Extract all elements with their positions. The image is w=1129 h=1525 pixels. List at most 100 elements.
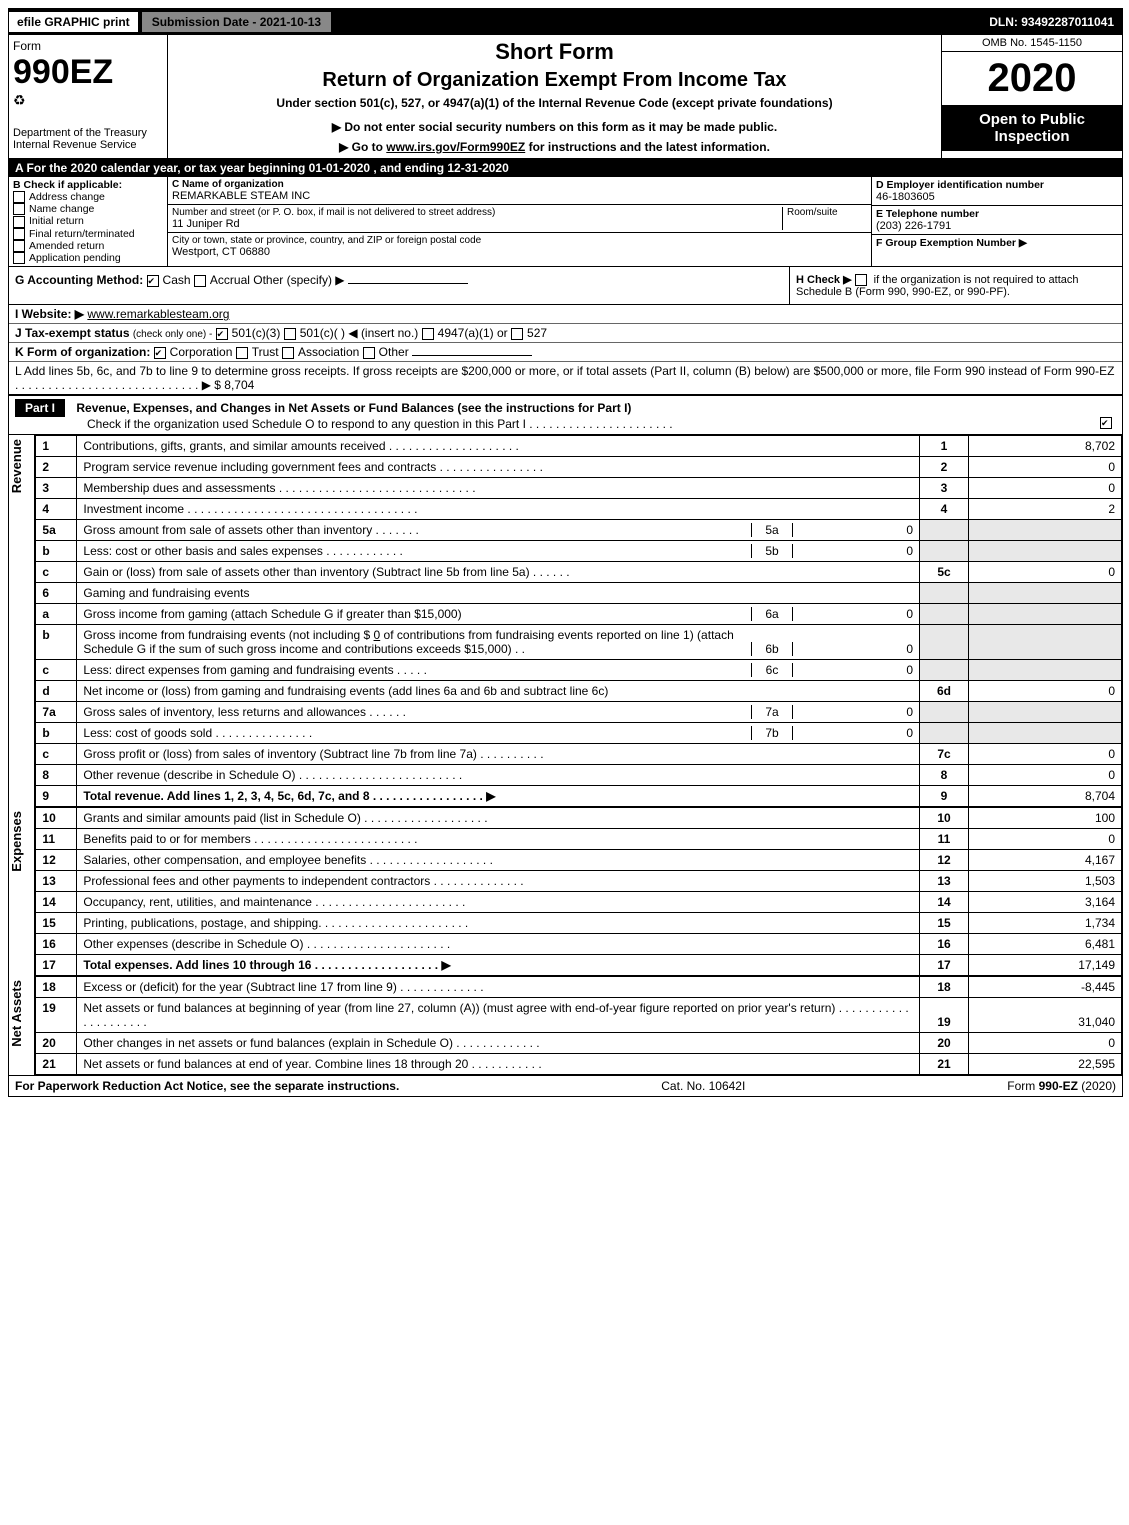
- box-c-label: C Name of organization: [172, 179, 867, 190]
- catalog-number: Cat. No. 10642I: [661, 1079, 745, 1093]
- box-b: B Check if applicable: Address change Na…: [9, 177, 168, 266]
- city-label: City or town, state or province, country…: [172, 235, 867, 246]
- website-link[interactable]: www.remarkablesteam.org: [87, 307, 229, 321]
- revenue-section: Revenue 1Contributions, gifts, grants, a…: [9, 435, 1122, 807]
- line-5a: 5a Gross amount from sale of assets othe…: [36, 520, 1122, 541]
- chk-application-pending[interactable]: Application pending: [13, 252, 163, 264]
- line-11: 11Benefits paid to or for members . . . …: [36, 829, 1122, 850]
- form-label: Form: [13, 39, 163, 53]
- line-9: 9Total revenue. Add lines 1, 2, 3, 4, 5c…: [36, 786, 1122, 807]
- chk-association[interactable]: Association: [282, 345, 359, 359]
- row-gh: G Accounting Method: Cash Accrual Other …: [9, 267, 1122, 305]
- chk-name-change[interactable]: Name change: [13, 203, 163, 215]
- ein-label: D Employer identification number: [876, 179, 1118, 191]
- line-1: 1Contributions, gifts, grants, and simil…: [36, 436, 1122, 457]
- street-label: Number and street (or P. O. box, if mail…: [172, 207, 782, 218]
- chk-501c3[interactable]: 501(c)(3): [216, 326, 281, 340]
- gross-receipts-value: 8,704: [224, 378, 254, 392]
- line-7b: b Less: cost of goods sold . . . . . . .…: [36, 723, 1122, 744]
- header-row: Form 990EZ ♻ Department of the Treasury …: [9, 35, 1122, 159]
- chk-corporation[interactable]: Corporation: [154, 345, 233, 359]
- street-address: 11 Juniper Rd: [172, 218, 782, 230]
- line-8: 8Other revenue (describe in Schedule O) …: [36, 765, 1122, 786]
- row-j-tax-exempt: J Tax-exempt status (check only one) - 5…: [9, 324, 1122, 343]
- line-4: 4Investment income . . . . . . . . . . .…: [36, 499, 1122, 520]
- chk-cash[interactable]: Cash: [147, 273, 191, 287]
- section-a-period: A For the 2020 calendar year, or tax yea…: [9, 159, 1122, 177]
- page-footer: For Paperwork Reduction Act Notice, see …: [9, 1075, 1122, 1096]
- phone-label: E Telephone number: [876, 208, 1118, 220]
- line-14: 14Occupancy, rent, utilities, and mainte…: [36, 892, 1122, 913]
- top-bar: efile GRAPHIC print Submission Date - 20…: [9, 9, 1122, 35]
- expenses-section: Expenses 10Grants and similar amounts pa…: [9, 807, 1122, 976]
- form-id-footer: Form 990-EZ (2020): [1007, 1079, 1116, 1093]
- line-5c: cGain or (loss) from sale of assets othe…: [36, 562, 1122, 583]
- box-h: H Check ▶ if the organization is not req…: [790, 267, 1122, 304]
- submission-date-label: Submission Date - 2021-10-13: [141, 11, 332, 33]
- chk-final-return[interactable]: Final return/terminated: [13, 228, 163, 240]
- expenses-table: 10Grants and similar amounts paid (list …: [35, 807, 1122, 976]
- chk-address-change[interactable]: Address change: [13, 191, 163, 203]
- subtitle: Under section 501(c), 527, or 4947(a)(1)…: [176, 96, 933, 110]
- line-20: 20Other changes in net assets or fund ba…: [36, 1033, 1122, 1054]
- box-c: C Name of organization REMARKABLE STEAM …: [168, 177, 872, 266]
- chk-527[interactable]: 527: [511, 326, 547, 340]
- part1-title: Revenue, Expenses, and Changes in Net As…: [76, 401, 631, 415]
- paperwork-notice: For Paperwork Reduction Act Notice, see …: [15, 1079, 399, 1093]
- row-l-gross-receipts: L Add lines 5b, 6c, and 7b to line 9 to …: [9, 362, 1122, 396]
- part1-check-line: Check if the organization used Schedule …: [87, 417, 673, 431]
- line-7c: cGross profit or (loss) from sales of in…: [36, 744, 1122, 765]
- efile-print-label[interactable]: efile GRAPHIC print: [9, 12, 139, 32]
- goto-instructions: ▶ Go to www.irs.gov/Form990EZ for instru…: [176, 140, 933, 154]
- part1-header-row: Part I Revenue, Expenses, and Changes in…: [9, 396, 1122, 435]
- line-15: 15Printing, publications, postage, and s…: [36, 913, 1122, 934]
- line-13: 13Professional fees and other payments t…: [36, 871, 1122, 892]
- return-title: Return of Organization Exempt From Incom…: [176, 69, 933, 92]
- line-10: 10Grants and similar amounts paid (list …: [36, 808, 1122, 829]
- line-12: 12Salaries, other compensation, and empl…: [36, 850, 1122, 871]
- form-number: 990EZ: [13, 53, 163, 92]
- chk-schedule-b-not-required[interactable]: [855, 274, 867, 286]
- line-5b: b Less: cost or other basis and sales ex…: [36, 541, 1122, 562]
- omb-number: OMB No. 1545-1150: [942, 35, 1122, 52]
- chk-accrual[interactable]: Accrual: [194, 273, 250, 287]
- line-6a: a Gross income from gaming (attach Sched…: [36, 604, 1122, 625]
- chk-schedule-o-used[interactable]: [1100, 417, 1112, 429]
- open-to-public-badge: Open to Public Inspection: [942, 105, 1122, 151]
- accounting-method-label: G Accounting Method:: [15, 273, 143, 287]
- org-name: REMARKABLE STEAM INC: [172, 190, 867, 202]
- chk-501c[interactable]: 501(c)( ) ◀ (insert no.): [284, 326, 419, 340]
- line-17: 17Total expenses. Add lines 10 through 1…: [36, 955, 1122, 976]
- line-6: 6Gaming and fundraising events: [36, 583, 1122, 604]
- boxes-bcdef: B Check if applicable: Address change Na…: [9, 177, 1122, 267]
- netassets-side-label: Net Assets: [9, 976, 24, 1051]
- chk-trust[interactable]: Trust: [236, 345, 279, 359]
- ein-value: 46-1803605: [876, 191, 1118, 203]
- part1-badge: Part I: [15, 399, 65, 417]
- chk-other-org[interactable]: Other: [363, 345, 409, 359]
- short-form-title: Short Form: [176, 39, 933, 65]
- chk-4947a1[interactable]: 4947(a)(1) or: [422, 326, 508, 340]
- accounting-other[interactable]: Other (specify) ▶: [253, 273, 344, 287]
- line-3: 3Membership dues and assessments . . . .…: [36, 478, 1122, 499]
- row-i-website: I Website: ▶ www.remarkablesteam.org: [9, 305, 1122, 324]
- revenue-table: 1Contributions, gifts, grants, and simil…: [35, 435, 1122, 807]
- line-6d: dNet income or (loss) from gaming and fu…: [36, 681, 1122, 702]
- netassets-table: 18Excess or (deficit) for the year (Subt…: [35, 976, 1122, 1075]
- row-k-form-of-org: K Form of organization: Corporation Trus…: [9, 343, 1122, 362]
- netassets-section: Net Assets 18Excess or (deficit) for the…: [9, 976, 1122, 1075]
- irs-link[interactable]: www.irs.gov/Form990EZ: [386, 140, 525, 154]
- chk-amended-return[interactable]: Amended return: [13, 240, 163, 252]
- box-b-label: B Check if applicable:: [13, 179, 163, 191]
- form-990ez-page: efile GRAPHIC print Submission Date - 20…: [8, 8, 1123, 1097]
- tax-year: 2020: [942, 52, 1122, 105]
- phone-value: (203) 226-1791: [876, 220, 1118, 232]
- room-suite-label: Room/suite: [782, 207, 867, 230]
- ssn-warning: ▶ Do not enter social security numbers o…: [176, 120, 933, 134]
- chk-initial-return[interactable]: Initial return: [13, 215, 163, 227]
- line-19: 19Net assets or fund balances at beginni…: [36, 998, 1122, 1033]
- line-18: 18Excess or (deficit) for the year (Subt…: [36, 977, 1122, 998]
- group-exemption-label: F Group Exemption Number ▶: [876, 237, 1118, 249]
- department-label: Department of the Treasury: [13, 127, 163, 139]
- city-state-zip: Westport, CT 06880: [172, 246, 867, 258]
